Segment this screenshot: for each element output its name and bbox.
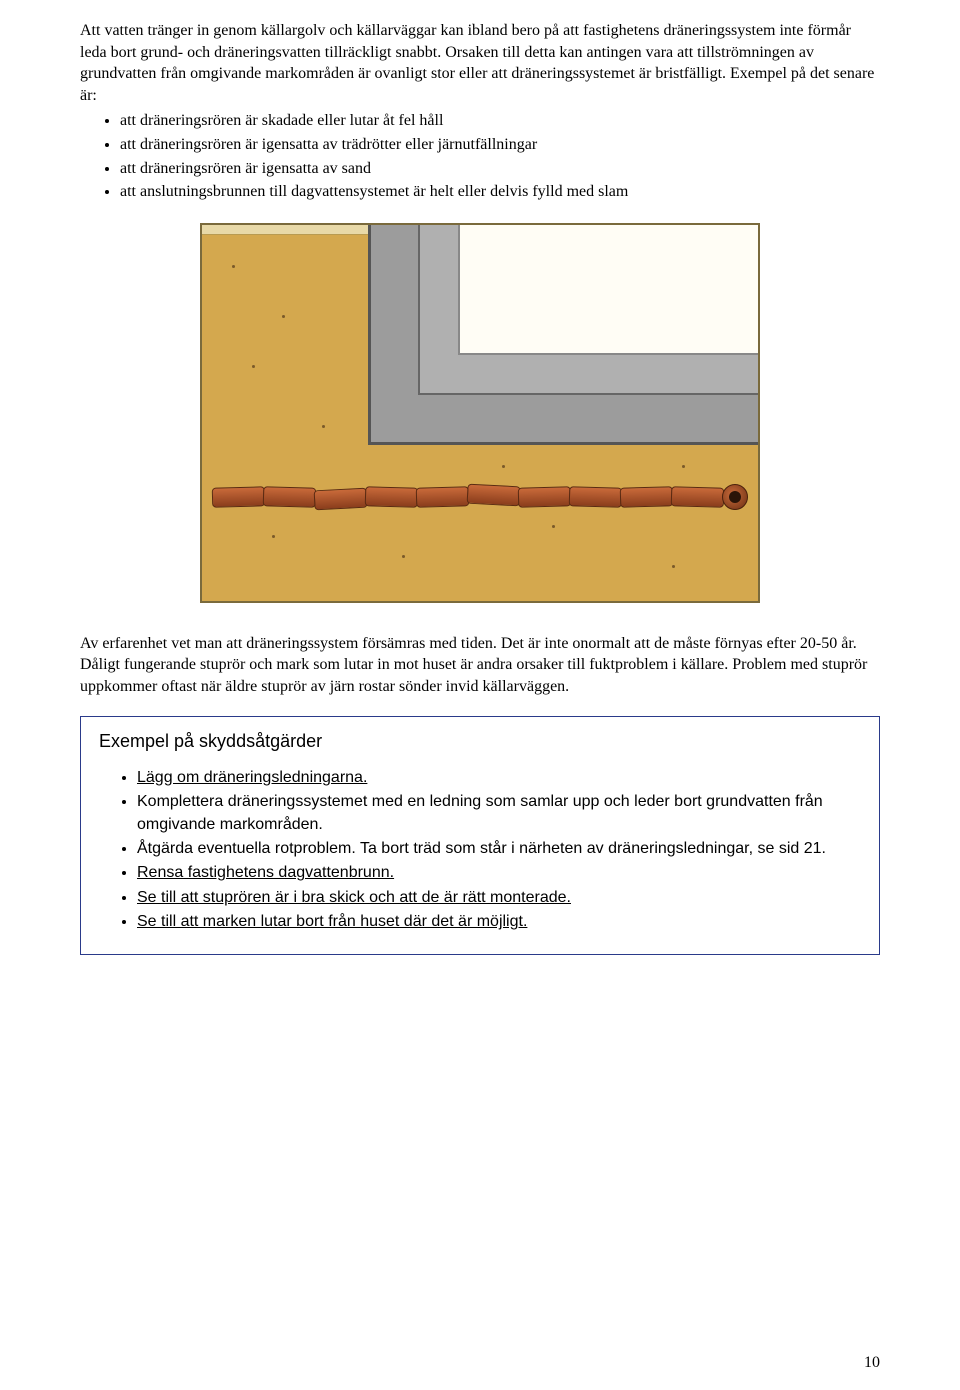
item-underline: Rensa fastighetens dagvattenbrunn. xyxy=(137,864,394,881)
page-number: 10 xyxy=(864,1352,880,1374)
item-text: Komplettera dräneringssystemet med en le… xyxy=(137,793,823,832)
drainage-pipe xyxy=(212,483,748,511)
list-item: Se till att stuprören är i bra skick och… xyxy=(137,887,861,909)
pipe-segment xyxy=(263,486,317,507)
list-item: Se till att marken lutar bort från huset… xyxy=(137,911,861,933)
pipe-segment xyxy=(671,486,725,507)
list-item: Komplettera dräneringssystemet med en le… xyxy=(137,791,861,836)
drainage-illustration xyxy=(200,223,760,603)
basement-interior xyxy=(458,225,758,355)
pipe-segment xyxy=(314,487,368,510)
soil-speckle xyxy=(252,365,255,368)
box-title: Exempel på skyddsåtgärder xyxy=(99,729,861,753)
pipe-segment xyxy=(620,486,674,507)
soil-speckle xyxy=(402,555,405,558)
soil-speckle xyxy=(322,425,325,428)
list-item: att dräneringsrören är igensatta av sand xyxy=(120,158,880,180)
soil-speckle xyxy=(552,525,555,528)
soil-speckle xyxy=(272,535,275,538)
list-item: Rensa fastighetens dagvattenbrunn. xyxy=(137,862,861,884)
soil-speckle xyxy=(232,265,235,268)
foundation-footing xyxy=(368,225,758,445)
soil-speckle xyxy=(682,465,685,468)
list-item: att dräneringsrören är igensatta av träd… xyxy=(120,134,880,156)
soil-speckle xyxy=(282,315,285,318)
soil-speckle xyxy=(672,565,675,568)
list-item: att dräneringsrören är skadade eller lut… xyxy=(120,110,880,132)
pipe-segment xyxy=(569,486,623,507)
foundation-wall xyxy=(418,225,758,395)
soil-speckle xyxy=(502,465,505,468)
mid-paragraph: Av erfarenhet vet man att dräneringssyst… xyxy=(80,633,880,698)
pipe-segment xyxy=(416,486,470,507)
pipe-segment xyxy=(467,483,521,506)
pipe-segment xyxy=(518,486,572,507)
list-item: Åtgärda eventuella rotproblem. Ta bort t… xyxy=(137,838,861,860)
pipe-segment xyxy=(212,486,266,507)
item-underline: Se till att stuprören är i bra skick och… xyxy=(137,889,571,906)
box-bullet-list: Lägg om dräneringsledningarna. Komplette… xyxy=(99,767,861,934)
item-underline: Se till att marken lutar bort från huset… xyxy=(137,913,527,930)
pipe-segment xyxy=(365,486,419,507)
intro-paragraph: Att vatten tränger in genom källargolv o… xyxy=(80,20,880,106)
list-item: att anslutningsbrunnen till dagvattensys… xyxy=(120,181,880,203)
pipe-end xyxy=(722,484,748,510)
item-underline: Lägg om dräneringsledningarna. xyxy=(137,769,367,786)
intro-bullet-list: att dräneringsrören är skadade eller lut… xyxy=(80,110,880,202)
protection-measures-box: Exempel på skyddsåtgärder Lägg om dräner… xyxy=(80,716,880,955)
item-text: Åtgärda eventuella rotproblem. Ta bort t… xyxy=(137,840,826,857)
list-item: Lägg om dräneringsledningarna. xyxy=(137,767,861,789)
